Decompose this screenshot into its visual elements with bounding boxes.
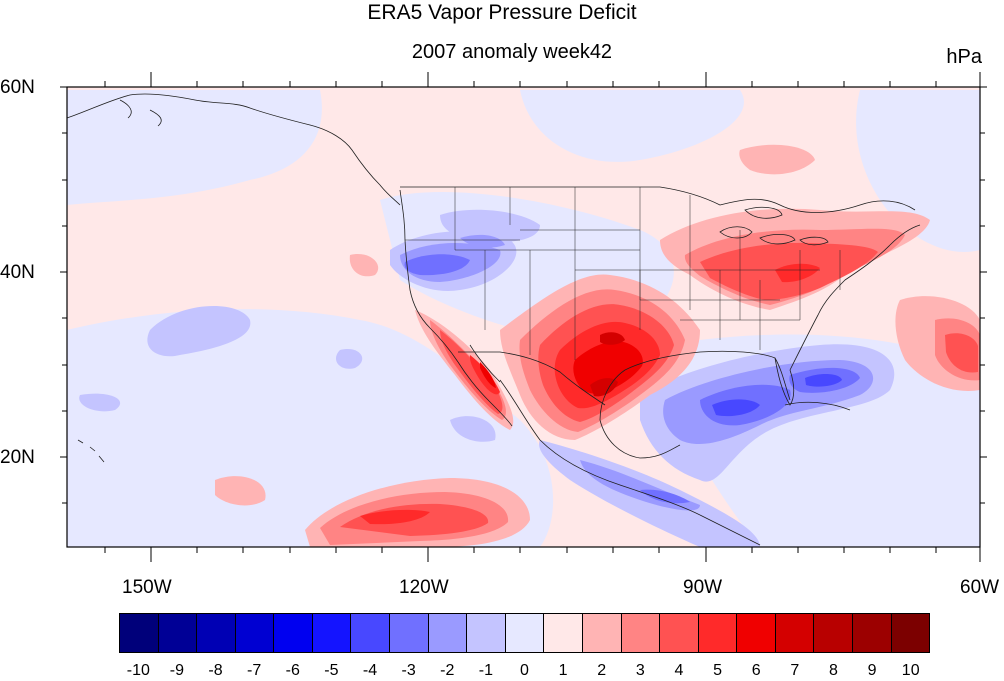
colorbar-label: 4 [674, 662, 684, 679]
colorbar-label: -6 [285, 662, 300, 679]
lon-label-150w: 150W [122, 577, 172, 598]
colorbar-swatch [274, 614, 313, 652]
colorbar-label: -10 [126, 662, 150, 679]
colorbar-label: -5 [324, 662, 339, 679]
map-title: ERA5 Vapor Pressure Deficit [367, 1, 637, 24]
colorbar-swatch [120, 614, 159, 652]
colorbar-swatch [235, 614, 275, 652]
units-label: hPa [946, 46, 982, 68]
lat-label-20n: 20N [0, 447, 35, 468]
colorbar-swatch [197, 614, 236, 652]
colorbar-swatch [737, 614, 776, 652]
colorbar-label: 1 [558, 662, 568, 679]
map-panel [60, 72, 987, 562]
colorbar-swatch [852, 614, 892, 652]
colorbar-label: -1 [478, 662, 493, 679]
axis-ticks [60, 72, 987, 562]
lon-label-60w: 60W [960, 577, 1000, 598]
colorbar-swatch [505, 614, 545, 652]
negative-areas-5 [712, 374, 842, 417]
colorbar-label: -9 [169, 662, 185, 679]
lat-label-60n: 60N [0, 77, 35, 98]
coastlines-and-borders [66, 93, 921, 546]
positive-areas-5 [480, 341, 643, 394]
colorbar-swatch [698, 614, 738, 652]
colorbar-swatch [891, 614, 930, 652]
colorbar-swatch [544, 614, 583, 652]
colorbar-swatch [351, 614, 391, 652]
colorbar-label: -2 [440, 662, 455, 679]
colorbar-label: 6 [751, 662, 761, 679]
colorbar-label: 5 [713, 662, 723, 679]
map-svg [60, 72, 987, 562]
colorbar-label: -4 [362, 662, 378, 679]
colorbar [119, 613, 930, 653]
colorbar-swatch [390, 614, 429, 652]
colorbar-label: -3 [401, 662, 416, 679]
anomaly-field [67, 87, 980, 547]
colorbar-swatch [660, 614, 699, 652]
colorbar-swatch [158, 614, 198, 652]
colorbar-swatch [621, 614, 661, 652]
colorbar-label: 10 [901, 662, 920, 679]
colorbar-swatch [428, 614, 468, 652]
colorbar-swatch [467, 614, 506, 652]
colorbar-label: -7 [247, 662, 262, 679]
colorbar-label: 8 [828, 662, 838, 679]
colorbar-swatch [775, 614, 815, 652]
colorbar-label: 0 [520, 662, 529, 679]
colorbar-label: 9 [867, 662, 877, 679]
positive-areas-6 [590, 332, 625, 397]
colorbar-label: 7 [790, 662, 800, 679]
lon-label-90w: 90W [683, 577, 723, 598]
lat-label-40n: 40N [0, 262, 35, 283]
colorbar-swatch [814, 614, 853, 652]
colorbar-swatch [312, 614, 352, 652]
colorbar-label: -8 [208, 662, 223, 679]
map-frame [66, 86, 981, 548]
colorbar-label: 2 [597, 662, 607, 679]
map-subtitle: 2007 anomaly week42 [411, 41, 613, 63]
lon-label-120w: 120W [399, 577, 449, 598]
colorbar-label: 3 [635, 662, 645, 679]
colorbar-swatch [582, 614, 622, 652]
